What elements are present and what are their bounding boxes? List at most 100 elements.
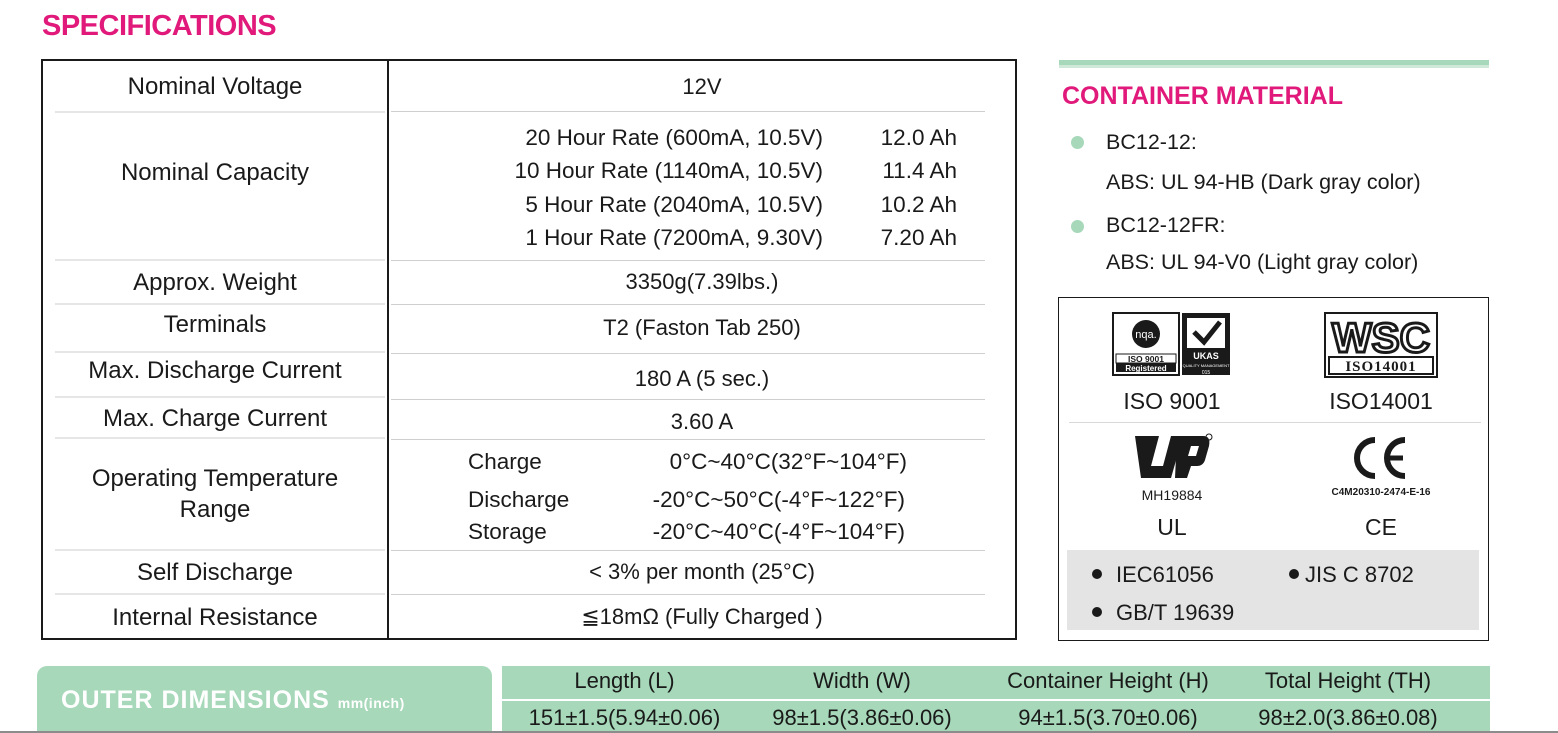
iso14001-logo-text: ISO14001 (1345, 359, 1416, 375)
temperature-key: Charge (468, 449, 542, 474)
label-weight: Approx. Weight (133, 268, 297, 296)
capacity-rate-row: 20 Hour Rate (600mA, 10.5V) 12.0 Ah (389, 125, 1015, 158)
dimensions-header: Width (W) (813, 668, 911, 693)
bullet-icon (1289, 569, 1299, 580)
capacity-rate-value: 7.20 Ah (880, 225, 957, 250)
temperature-value: -20°C~40°C(-4°F~104°F) (652, 519, 905, 544)
ce-label: CE (1365, 514, 1397, 540)
row-weight: Approx. Weight 3350g(7.39lbs.) (43, 261, 1015, 303)
standard-item: GB/T 19639 (1092, 600, 1234, 626)
capacity-rate-row: 5 Hour Rate (2040mA, 10.5V) 10.2 Ah (389, 192, 1015, 225)
value-nominal-voltage: 12V (682, 73, 722, 99)
row-rule (55, 351, 385, 353)
row-rule (55, 396, 385, 398)
temperature-row: Charge 0°C~40°C(32°F~104°F) (389, 449, 1015, 481)
ul-logo (1133, 432, 1213, 482)
capacity-rate-value: 10.2 Ah (880, 192, 957, 217)
certifications-box: nqa. ISO 9001 Registered UKAS QUALITY MA… (1058, 297, 1489, 641)
container-material-spec: ABS: UL 94-V0 (Light gray color) (1106, 250, 1419, 274)
capacity-rate-value: 11.4 Ah (882, 158, 957, 183)
capacity-rate-desc: 20 Hour Rate (600mA, 10.5V) (525, 125, 823, 150)
label-nominal-voltage: Nominal Voltage (127, 73, 303, 100)
dimensions-header-row: Length (L) Width (W) Container Height (H… (502, 666, 1490, 699)
row-internal-resistance: Internal Resistance ≦18mΩ (Fully Charged… (43, 595, 1015, 639)
label-internal-resistance: Internal Resistance (112, 603, 318, 631)
standard-item: IEC61056 (1092, 562, 1214, 588)
value-max-discharge: 180 A (5 sec.) (634, 365, 770, 391)
iso9001-logo: nqa. ISO 9001 Registered UKAS QUALITY MA… (1112, 312, 1232, 376)
capacity-rate-desc: 5 Hour Rate (2040mA, 10.5V) (525, 192, 823, 217)
standard-label: GB/T 19639 (1116, 600, 1235, 625)
wsc-text: WSC (1332, 314, 1430, 361)
container-model: BC12-12FR: (1106, 213, 1226, 237)
row-nominal-voltage: Nominal Voltage 12V (43, 61, 1015, 112)
bullet-icon (1092, 607, 1102, 618)
row-terminals: Terminals T2 (Faston Tab 250) (43, 305, 1015, 351)
row-self-discharge: Self Discharge < 3% per month (25°C) (43, 551, 1015, 593)
container-material-spec: ABS: UL 94-HB (Dark gray color) (1106, 170, 1421, 194)
bottom-rule (0, 731, 1558, 733)
bullet-icon (1071, 220, 1084, 233)
value-self-discharge: < 3% per month (25°C) (589, 559, 815, 584)
label-line: Operating Temperature (91, 465, 339, 492)
dimensions-value: 151±1.5(5.94±0.06) (528, 705, 721, 730)
temperature-value: 0°C~40°C(32°F~104°F) (669, 449, 907, 474)
dimensions-value: 94±1.5(3.70±0.06) (1018, 705, 1198, 730)
row-rule (391, 304, 985, 305)
bullet-icon (1071, 136, 1084, 149)
iso9001-label: ISO 9001 (1123, 388, 1221, 414)
value-internal-resistance: ≦18mΩ (Fully Charged ) (581, 604, 823, 629)
temperature-ranges: Charge 0°C~40°C(32°F~104°F) Discharge -2… (389, 439, 1015, 549)
label-nominal-capacity: Nominal Capacity (120, 158, 310, 186)
container-model: BC12-12: (1106, 130, 1197, 154)
capacity-rates: 20 Hour Rate (600mA, 10.5V) 12.0 Ah 10 H… (389, 113, 1015, 259)
standard-label: IEC61056 (1116, 562, 1214, 587)
capacity-rate-value: 12.0 Ah (880, 125, 957, 150)
row-rule (55, 259, 385, 261)
ce-logo (1351, 436, 1411, 480)
container-material-bar (1059, 60, 1489, 68)
label-terminals: Terminals (163, 310, 267, 338)
outer-dimensions-title: OUTER DIMENSIONS mm(inch) (61, 686, 405, 715)
outer-dimensions-tab (37, 666, 492, 733)
temperature-key: Discharge (468, 487, 570, 512)
ukas-number: 015 (1202, 370, 1211, 376)
dimensions-value: 98±1.5(3.86±0.06) (772, 705, 952, 730)
row-nominal-capacity: Nominal Capacity 20 Hour Rate (600mA, 10… (43, 113, 1015, 259)
bullet-icon (1092, 569, 1102, 580)
value-max-charge: 3.60 A (670, 409, 734, 434)
row-rule (55, 593, 385, 595)
row-rule (55, 111, 385, 113)
page-title: SPECIFICATIONS (42, 10, 277, 42)
outer-dimensions-label: OUTER DIMENSIONS (61, 686, 330, 714)
row-rule (55, 437, 385, 439)
temperature-key: Storage (468, 519, 547, 544)
label-line: Range (179, 496, 251, 523)
label-max-charge: Max. Charge Current (102, 404, 328, 432)
ukas-sub-text: QUALITY MANAGEMENT (1183, 363, 1230, 368)
nqa-text: nqa. (1135, 329, 1156, 341)
value-terminals: T2 (Faston Tab 250) (603, 315, 801, 340)
value-weight: 3350g(7.39lbs.) (625, 269, 779, 294)
ukas-text: UKAS (1193, 351, 1219, 361)
iso9001-logo-text: ISO 9001 (1128, 354, 1164, 364)
iso14001-logo: WSC ISO14001 (1324, 312, 1438, 378)
capacity-rate-row: 1 Hour Rate (7200mA, 9.30V) 7.20 Ah (389, 225, 1015, 258)
row-rule (391, 399, 985, 400)
row-rule (391, 260, 985, 261)
label-max-discharge: Max. Discharge Current (88, 357, 342, 384)
row-rule (55, 549, 385, 551)
dimensions-header: Length (L) (574, 668, 675, 693)
row-max-discharge: Max. Discharge Current 180 A (5 sec.) (43, 353, 1015, 396)
row-rule (391, 111, 985, 112)
label-operating-temperature: Operating Temperature Range (43, 439, 387, 549)
outer-dimensions-unit: mm(inch) (337, 695, 405, 711)
temperature-row: Storage -20°C~40°C(-4°F~104°F) (389, 519, 1015, 551)
row-rule (391, 353, 985, 354)
label-self-discharge: Self Discharge (136, 558, 294, 586)
row-operating-temperature: Operating Temperature Range Charge 0°C~4… (43, 439, 1015, 549)
standard-item: JIS C 8702 (1289, 562, 1414, 588)
iso14001-label: ISO14001 (1329, 388, 1433, 414)
temperature-value: -20°C~50°C(-4°F~122°F) (652, 487, 905, 512)
capacity-rate-desc: 1 Hour Rate (7200mA, 9.30V) (525, 225, 823, 250)
